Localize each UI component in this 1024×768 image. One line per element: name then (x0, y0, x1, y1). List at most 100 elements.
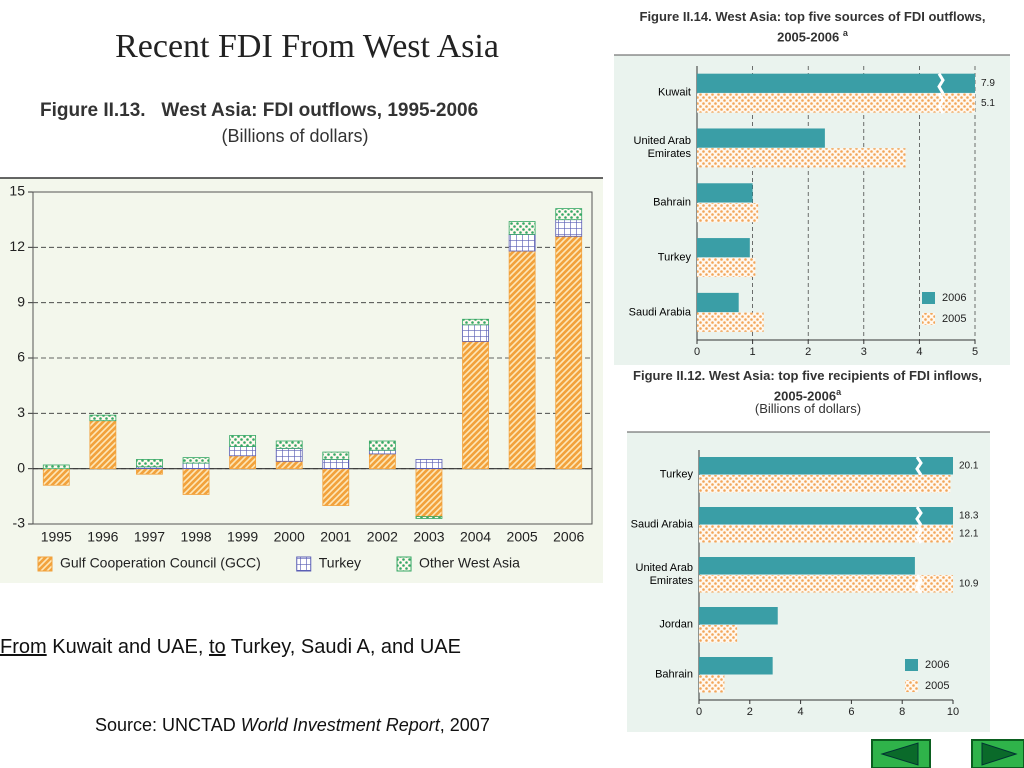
legend-swatch (296, 556, 312, 572)
bar (699, 575, 953, 593)
bar-break (915, 506, 923, 526)
bar (697, 73, 975, 93)
bar-segment (555, 235, 583, 470)
y-tick-label: Saudi Arabia (630, 518, 693, 531)
caption-part: From (0, 636, 47, 658)
legend-swatch (905, 659, 918, 671)
x-tick-label: 8 (899, 706, 905, 718)
legend-swatch (396, 556, 412, 572)
bar-segment (229, 446, 257, 457)
bar-segment (508, 250, 536, 470)
plot-frame (32, 191, 593, 525)
bar (697, 238, 750, 258)
bar (697, 183, 753, 203)
legend-label: 2006 (925, 659, 949, 671)
y-tick-label: 15 (9, 183, 25, 199)
bar-segment (89, 420, 117, 470)
bar-segment (462, 324, 489, 342)
bar (697, 203, 759, 223)
bar (699, 557, 915, 575)
panel-outflows (0, 178, 603, 583)
bar-segment (182, 457, 210, 464)
legend-label: 2005 (942, 313, 966, 325)
x-tick-label: 1999 (227, 529, 258, 545)
legend-swatch (905, 680, 918, 692)
nav-back[interactable] (871, 739, 931, 768)
y-tick-label: -3 (13, 515, 26, 531)
bar-segment (322, 451, 350, 460)
chart-title-block: Figure II.14. West Asia: top five source… (630, 8, 995, 45)
bar-segment (229, 455, 257, 470)
legend-label: Gulf Cooperation Council (GCC) (60, 555, 261, 571)
y-tick-label: Turkey (657, 251, 691, 264)
x-tick-label: 5 (972, 346, 978, 358)
bar-segment (508, 221, 536, 235)
chart-title: Figure II.14. West Asia: top five source… (639, 9, 986, 45)
chart-subtitle: (Billions of dollars) (221, 126, 369, 146)
bar-segment (322, 459, 350, 470)
title-note: a (836, 387, 842, 397)
bar-segment (89, 414, 117, 422)
bar (699, 507, 953, 525)
caption-part: to (208, 636, 226, 658)
x-tick-label: 2001 (320, 529, 351, 545)
bar-segment (275, 447, 303, 462)
x-tick-label: 1997 (134, 529, 165, 545)
bar-segment (275, 460, 303, 470)
y-tick-label: 3 (17, 404, 25, 420)
caption-part: Kuwait and UAE, (46, 636, 209, 658)
bar-segment (508, 234, 536, 252)
y-tick-label: 6 (17, 349, 25, 365)
bar-segment (229, 435, 257, 447)
y-tick-label: Kuwait (657, 86, 691, 99)
source: Source: UNCTAD World Investment Report, … (95, 715, 490, 736)
value-label: 18.3 (959, 511, 979, 522)
x-tick-label: 1 (750, 346, 756, 358)
legend-label: Turkey (319, 555, 361, 571)
bar-break (937, 92, 945, 114)
chart-subtitle: (Billions of dollars) (754, 401, 862, 416)
bar-break (937, 72, 945, 95)
x-tick-label: 4 (916, 346, 922, 358)
nav-forward[interactable] (971, 739, 1024, 768)
bar-segment (368, 453, 396, 470)
x-tick-label: 2003 (413, 529, 444, 545)
x-tick-label: 2 (747, 706, 753, 718)
bar-break (915, 456, 923, 476)
bar (697, 93, 975, 113)
bar-segment (136, 459, 163, 468)
x-tick-label: 0 (696, 706, 702, 718)
x-tick-label: 2005 (507, 529, 538, 545)
x-tick-label: 10 (947, 706, 959, 718)
bar-segment (555, 208, 583, 221)
value-label: 7.9 (981, 78, 995, 89)
caption: From Kuwait and UAE, to Turkey, Saudi A,… (0, 636, 461, 659)
legend-swatch (37, 556, 53, 572)
source-suffix: , 2007 (439, 715, 490, 735)
slide-title: Recent FDI From West Asia (115, 28, 499, 65)
chart-title-block: Figure II.12. West Asia: top five recipi… (630, 367, 985, 404)
bar (699, 475, 951, 493)
bar-segment (555, 219, 583, 237)
bar-segment (415, 516, 443, 519)
bar-segment (182, 462, 210, 470)
caption-part: Turkey, Saudi A, and UAE (225, 636, 461, 658)
bar-segment (42, 464, 70, 470)
bar-break (915, 574, 923, 594)
bar (699, 607, 778, 625)
legend-label: 2005 (925, 680, 949, 692)
value-label: 12.1 (959, 529, 979, 540)
bar (699, 657, 773, 675)
bar-segment (275, 440, 303, 449)
legend-swatch (922, 313, 935, 325)
x-tick-label: 2002 (367, 529, 398, 545)
bar-segment (322, 468, 350, 506)
bar (697, 148, 906, 168)
bar-segment (182, 468, 210, 495)
bar-segment (415, 459, 443, 470)
bar-break (915, 524, 923, 544)
y-tick-label: Turkey (659, 468, 693, 481)
bar (697, 128, 825, 148)
y-tick-label: Bahrain (653, 196, 691, 209)
